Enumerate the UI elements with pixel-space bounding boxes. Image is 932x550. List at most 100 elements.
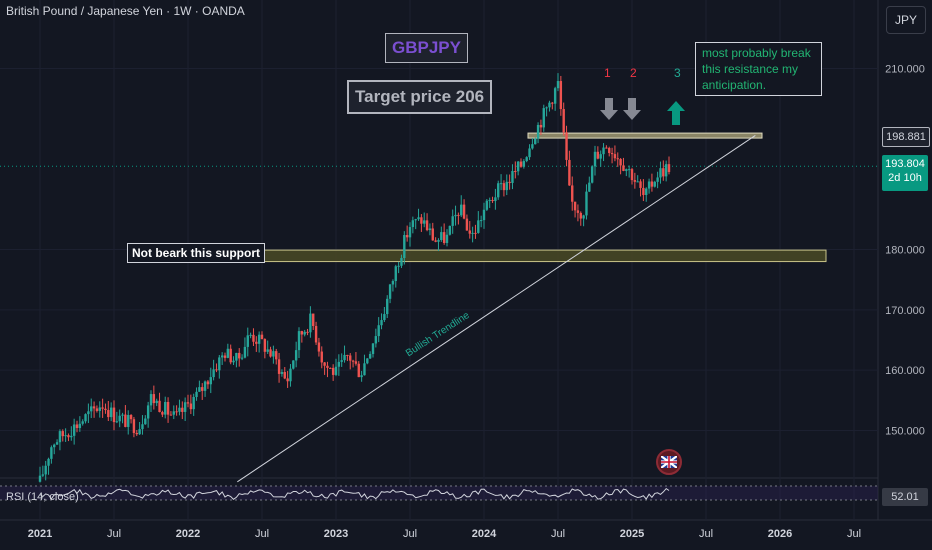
candle-body — [67, 435, 70, 438]
candle-body — [403, 235, 406, 259]
candle-body — [129, 414, 133, 420]
candle-body — [485, 200, 489, 210]
uk-flag-icon[interactable] — [656, 449, 682, 475]
candle-body — [206, 381, 210, 385]
candle-body — [283, 372, 286, 379]
candle-body — [622, 165, 625, 171]
candle-body — [226, 348, 230, 358]
candle-body — [605, 147, 608, 149]
candle-body — [647, 181, 651, 189]
candle-body — [249, 334, 252, 336]
candle-body — [70, 435, 73, 438]
candle-body — [118, 415, 121, 422]
candle-body — [571, 185, 574, 202]
candle-body — [457, 214, 460, 216]
candle-body — [553, 88, 557, 104]
candle-body — [499, 183, 503, 185]
anticipation-note[interactable]: most probably break this resistance my a… — [695, 42, 822, 96]
candle-body — [309, 313, 312, 333]
candle-body — [95, 408, 99, 411]
candle-body — [494, 197, 497, 202]
candle-body — [280, 372, 284, 374]
candle-body — [477, 220, 480, 233]
candle-body — [551, 102, 554, 104]
candle-body — [639, 181, 642, 188]
candle-body — [337, 361, 341, 367]
candle-body — [326, 365, 329, 368]
candle-body — [425, 220, 429, 231]
down-arrow-icon — [600, 98, 618, 120]
x-tick-label: 2025 — [620, 528, 644, 540]
candle-body — [417, 217, 420, 220]
marker-2: 2 — [630, 66, 637, 80]
axes: 210.000 180.000 170.000 160.000 150.000 2021 J… — [28, 64, 925, 541]
candle-body — [141, 424, 144, 430]
candle-body — [215, 369, 218, 371]
candle-body — [482, 209, 486, 221]
y-tick-label: 210.000 — [885, 64, 925, 76]
candle-body — [579, 212, 582, 219]
candle-body — [172, 411, 175, 415]
candle-body — [169, 414, 173, 416]
candle-body — [516, 161, 520, 172]
candle-body — [576, 210, 580, 213]
candle-body — [235, 352, 238, 361]
candle-body — [144, 418, 147, 425]
candle-body — [440, 232, 443, 240]
y-tick-label: 170.000 — [885, 305, 925, 317]
rsi-label: RSI (14, close) — [6, 491, 79, 503]
candle-body — [428, 228, 432, 231]
rsi-value-badge: 52.01 — [882, 488, 928, 506]
marker-1: 1 — [604, 66, 611, 80]
candle-body — [294, 350, 298, 361]
candle-body — [448, 225, 452, 235]
candle-body — [664, 164, 668, 177]
candle-body — [178, 407, 181, 412]
candle-body — [653, 181, 656, 187]
candle-body — [329, 367, 332, 369]
candle-body — [175, 411, 178, 413]
candle-body — [306, 331, 309, 333]
candle-body — [218, 357, 221, 371]
rsi-pane — [0, 485, 878, 501]
candle-body — [87, 411, 90, 415]
currency-button[interactable]: JPY — [886, 6, 926, 34]
candle-body — [474, 232, 477, 234]
x-tick-label: Jul — [107, 528, 121, 540]
candle-body — [380, 320, 383, 326]
candle-body — [323, 362, 326, 366]
symbol-label[interactable]: GBPJPY — [385, 33, 468, 63]
candle-body — [610, 153, 614, 155]
candle-body — [371, 343, 375, 354]
candle-body — [223, 355, 227, 358]
candle-body — [277, 359, 281, 374]
candle-body — [502, 183, 506, 191]
candle-body — [246, 335, 249, 347]
candle-body — [442, 232, 446, 243]
candle-body — [186, 402, 190, 404]
x-tick-label: Jul — [551, 528, 565, 540]
candle-body — [64, 435, 67, 437]
x-tick-label: Jul — [255, 528, 269, 540]
candle-body — [138, 429, 141, 435]
support-label[interactable]: Not beark this support — [127, 243, 266, 263]
candle-body — [391, 281, 395, 285]
resistance-price-badge: 198.881 — [882, 127, 930, 147]
y-tick-label: 160.000 — [885, 365, 925, 377]
candle-body — [545, 107, 548, 109]
target-price-label[interactable]: Target price 206 — [347, 80, 493, 114]
candle-body — [104, 408, 107, 411]
candle-body — [505, 181, 508, 191]
candle-body — [531, 144, 534, 149]
candle-body — [212, 369, 215, 378]
candle-body — [292, 360, 295, 369]
candle-body — [343, 354, 346, 361]
candle-body — [354, 361, 358, 364]
candle-body — [260, 334, 264, 340]
candle-body — [61, 431, 64, 437]
candle-body — [124, 414, 127, 427]
marker-3: 3 — [674, 66, 681, 80]
x-tick-label: 2026 — [768, 528, 792, 540]
candle-body — [451, 216, 454, 226]
